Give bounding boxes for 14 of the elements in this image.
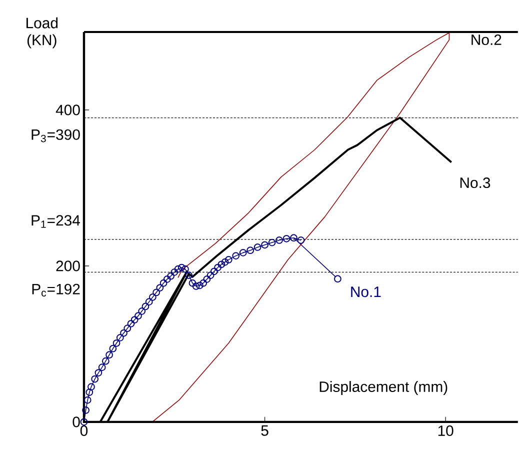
x-tick-label: 0 — [80, 425, 88, 436]
ref-line-label: P$_{3}$=390 — [32, 129, 80, 142]
x-axis-title: Displacement (mm) — [320, 381, 448, 395]
x-tick-label: 5 — [261, 425, 268, 436]
y-tick-label: 200 — [56, 260, 80, 272]
ref-line-label: P$_{c}$=192 — [32, 284, 80, 297]
y-tick-label: 0 — [72, 416, 80, 428]
x-tick-label: 10 — [438, 425, 454, 436]
ref-line-label: P$_{1}$=234 — [32, 215, 80, 228]
series-label: No.2 — [472, 34, 502, 46]
series-label: No.3 — [460, 178, 490, 188]
y-tick-label: 400 — [56, 104, 80, 116]
legend-label: No.1 — [351, 286, 381, 298]
y-axis-title: Load (KN) — [26, 17, 58, 48]
